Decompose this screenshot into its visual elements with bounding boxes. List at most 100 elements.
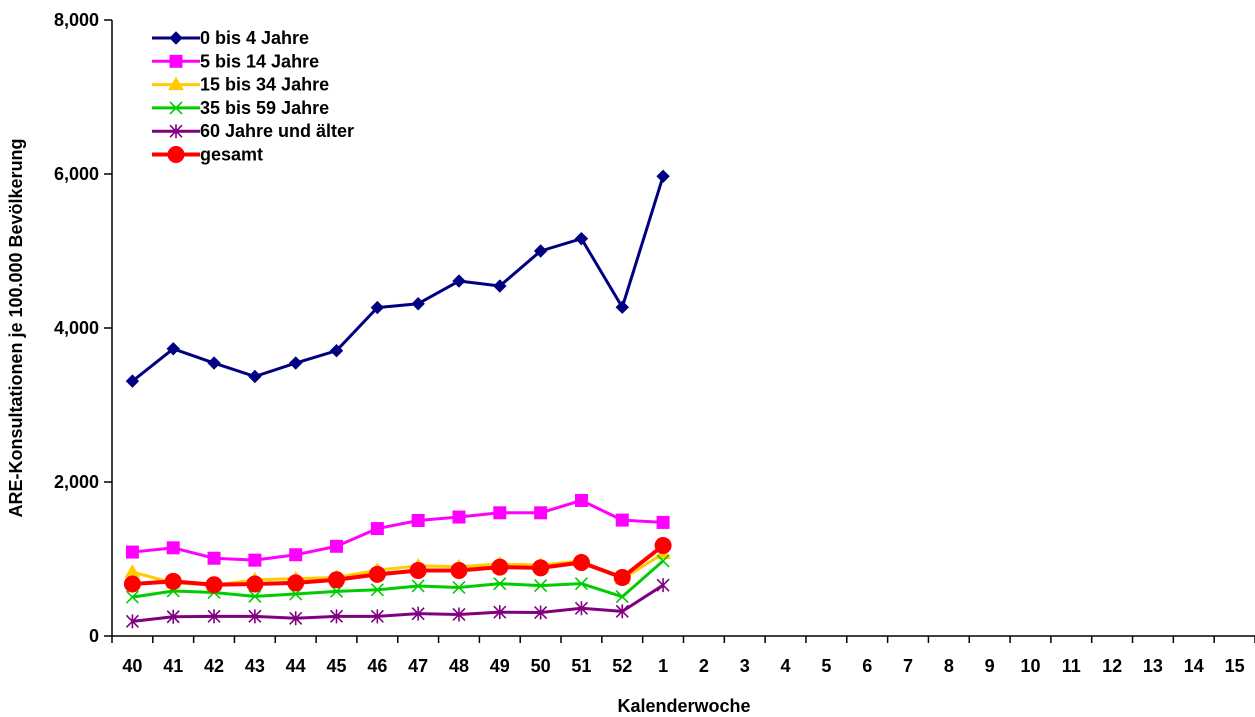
y-axis-ticks: 0 2,000 4,000 6,000 8,000 (54, 10, 112, 646)
x-tick-label: 10 (1020, 656, 1040, 676)
legend-marker (169, 54, 183, 68)
x-axis-title: Kalenderwoche (617, 696, 750, 716)
data-point (574, 577, 589, 591)
data-point (411, 297, 425, 311)
data-point (615, 300, 629, 314)
y-tick-label: 6,000 (54, 164, 99, 184)
data-point (533, 244, 548, 258)
data-point (615, 590, 629, 604)
x-tick-label: 12 (1102, 656, 1122, 676)
data-point (493, 506, 507, 520)
y-tick-label: 2,000 (54, 472, 99, 492)
data-point (534, 506, 548, 520)
x-tick-label: 3 (740, 656, 750, 676)
data-point (615, 604, 629, 619)
legend-label: 15 bis 34 Jahre (200, 75, 329, 95)
x-tick-label: 40 (122, 656, 142, 676)
series-line (131, 175, 665, 383)
data-point (370, 522, 384, 536)
x-tick-label: 5 (821, 656, 831, 676)
data-point (207, 551, 221, 565)
data-point (125, 614, 139, 629)
data-point (288, 356, 303, 370)
data-point (411, 514, 425, 527)
legend-label: 35 bis 59 Jahre (200, 98, 329, 118)
data-point (450, 562, 468, 580)
legend: 0 bis 4 Jahre 5 bis 14 Jahre 15 bis 34 Jah… (152, 28, 354, 165)
data-point (248, 589, 262, 603)
data-point (572, 553, 590, 571)
data-point (534, 578, 548, 593)
x-tick-label: 48 (449, 656, 469, 676)
data-point (125, 590, 139, 604)
x-tick-label: 13 (1143, 656, 1163, 676)
data-point (656, 554, 670, 568)
x-tick-label: 46 (367, 656, 387, 676)
data-point (491, 558, 509, 576)
data-point (328, 571, 346, 589)
series-line (132, 583, 664, 623)
data-point (534, 605, 548, 620)
x-tick-label: 15 (1225, 656, 1245, 676)
x-tick-label: 42 (204, 656, 224, 676)
legend-label: gesamt (200, 145, 263, 165)
legend-marker (167, 146, 185, 163)
x-tick-label: 43 (245, 656, 265, 676)
data-point (574, 601, 589, 616)
x-tick-label: 11 (1062, 656, 1081, 676)
data-point (207, 356, 221, 370)
data-point (289, 548, 303, 562)
series-5 (123, 537, 672, 594)
x-tick-label: 50 (531, 656, 551, 676)
data-point (613, 568, 631, 586)
series-0 (125, 169, 670, 388)
x-tick-label: 51 (571, 656, 591, 676)
x-tick-label: 45 (327, 656, 347, 676)
x-tick-label: 44 (286, 656, 306, 676)
data-point (124, 564, 141, 578)
data-point (656, 169, 670, 184)
data-point (166, 342, 180, 356)
data-point (246, 575, 264, 593)
data-point (166, 609, 180, 624)
data-point (329, 344, 344, 358)
data-point (248, 553, 262, 567)
series-line (132, 559, 665, 599)
legend-item: 60 Jahre und älter (152, 121, 354, 141)
x-tick-label: 14 (1184, 656, 1204, 676)
legend-item: 15 bis 34 Jahre (152, 75, 329, 95)
data-point (574, 493, 588, 507)
x-tick-label: 2 (699, 656, 709, 676)
data-point (329, 584, 344, 598)
x-axis-ticks: 40 41 42 43 44 45 46 47 48 49 50 51 52 1 2 3 4 5 6 7 8 9 10 11 1… (111, 636, 1255, 676)
x-tick-label: 8 (944, 656, 954, 676)
data-point (493, 279, 507, 293)
x-tick-label: 6 (862, 656, 872, 676)
y-tick-label: 8,000 (54, 10, 99, 30)
data-point (166, 541, 180, 555)
data-point (125, 545, 139, 559)
data-point (615, 513, 629, 527)
data-point (330, 539, 344, 553)
data-point (370, 609, 384, 624)
y-tick-label: 4,000 (54, 318, 99, 338)
data-point (125, 374, 140, 388)
data-point (123, 575, 141, 593)
data-point (452, 580, 466, 595)
data-point (409, 562, 427, 580)
legend-item: 5 bis 14 Jahre (152, 51, 319, 71)
data-point (411, 579, 425, 593)
legend-marker (169, 124, 183, 139)
legend-label: 0 bis 4 Jahre (200, 28, 309, 48)
data-point (248, 609, 262, 624)
data-point (207, 609, 221, 624)
legend-item: 0 bis 4 Jahre (152, 28, 309, 48)
data-point (574, 231, 589, 246)
data-point (370, 300, 385, 315)
legend-label: 60 Jahre und älter (200, 121, 354, 141)
x-tick-label: 7 (903, 656, 913, 676)
data-point (287, 574, 305, 592)
series-line (132, 498, 664, 562)
data-point (370, 583, 384, 597)
series-1 (125, 493, 670, 567)
